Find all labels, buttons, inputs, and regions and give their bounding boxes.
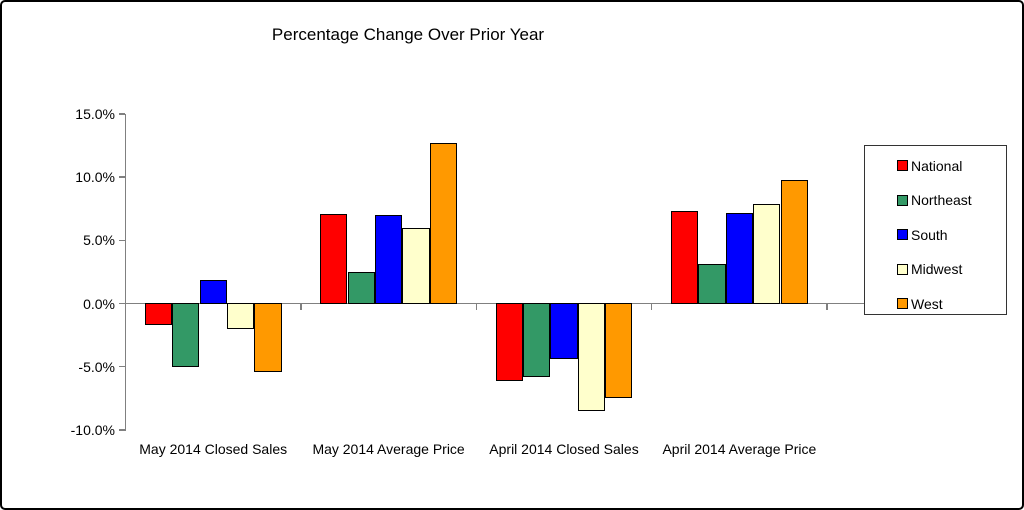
bar-south-may-2014-average-price bbox=[374, 215, 403, 305]
y-tick bbox=[118, 113, 125, 115]
category-tick bbox=[826, 303, 828, 310]
y-tick bbox=[118, 365, 125, 368]
bar-south-may-2014-closed-sales bbox=[199, 279, 227, 305]
bar-northeast-april-2014-average-price bbox=[698, 264, 726, 305]
y-tick bbox=[118, 429, 125, 431]
legend-label-northeast: Northeast bbox=[911, 192, 972, 209]
legend-swatch-northeast bbox=[897, 194, 908, 206]
legend-swatch-west bbox=[897, 298, 908, 310]
bar-national-april-2014-average-price bbox=[670, 211, 699, 305]
bar-midwest-april-2014-closed-sales bbox=[577, 302, 606, 411]
category-tick bbox=[650, 303, 653, 310]
bar-national-may-2014-average-price bbox=[320, 213, 348, 305]
y-tick bbox=[118, 302, 125, 305]
chart-title: Percentage Change Over Prior Year bbox=[271, 25, 545, 44]
y-tick-label: -5.0% bbox=[78, 358, 115, 375]
category-label-april-2014-average-price: April 2014 Average Price bbox=[662, 441, 817, 457]
bar-northeast-april-2014-closed-sales bbox=[522, 302, 551, 377]
bar-midwest-may-2014-closed-sales bbox=[226, 302, 255, 329]
legend-swatch-south bbox=[897, 229, 908, 241]
legend-label-national: National bbox=[911, 157, 963, 174]
legend-item-national: National bbox=[897, 156, 962, 176]
y-tick bbox=[118, 239, 125, 242]
y-tick-label: 5.0% bbox=[83, 232, 115, 249]
y-tick bbox=[118, 176, 125, 178]
legend: National Northeast South Midwest West bbox=[864, 145, 1007, 315]
bar-south-april-2014-average-price bbox=[725, 212, 754, 305]
bar-midwest-april-2014-average-price bbox=[753, 203, 781, 305]
y-axis-line bbox=[124, 114, 127, 431]
category-label-april-2014-closed-sales: April 2014 Closed Sales bbox=[489, 441, 639, 457]
category-tick bbox=[475, 303, 478, 310]
bar-west-may-2014-closed-sales bbox=[254, 302, 282, 372]
zero-axis-line bbox=[125, 302, 864, 305]
category-tick bbox=[300, 303, 302, 310]
y-tick-label: 15.0% bbox=[75, 106, 115, 123]
bar-west-april-2014-closed-sales bbox=[605, 302, 633, 399]
bar-midwest-may-2014-average-price bbox=[402, 227, 430, 305]
legend-item-west: West bbox=[897, 294, 943, 314]
y-tick-label: 0.0% bbox=[83, 295, 115, 312]
bar-west-april-2014-average-price bbox=[780, 179, 808, 305]
bar-northeast-may-2014-average-price bbox=[347, 271, 375, 305]
legend-swatch-midwest bbox=[897, 263, 908, 275]
legend-item-south: South bbox=[897, 225, 948, 245]
category-label-may-2014-closed-sales: May 2014 Closed Sales bbox=[139, 441, 288, 457]
bar-national-april-2014-closed-sales bbox=[495, 302, 523, 381]
legend-label-south: South bbox=[911, 226, 948, 243]
y-tick-label: -10.0% bbox=[70, 421, 115, 438]
bar-west-may-2014-average-price bbox=[429, 143, 458, 305]
legend-label-midwest: Midwest bbox=[911, 261, 963, 278]
legend-item-northeast: Northeast bbox=[897, 190, 972, 210]
y-tick-label: 10.0% bbox=[75, 169, 115, 186]
legend-item-midwest: Midwest bbox=[897, 259, 962, 279]
legend-swatch-national bbox=[897, 160, 908, 171]
bar-south-april-2014-closed-sales bbox=[550, 302, 578, 360]
category-label-may-2014-average-price: May 2014 Average Price bbox=[312, 441, 465, 457]
bar-northeast-may-2014-closed-sales bbox=[172, 302, 200, 367]
bar-national-may-2014-closed-sales bbox=[144, 302, 173, 325]
legend-label-west: West bbox=[911, 295, 943, 312]
